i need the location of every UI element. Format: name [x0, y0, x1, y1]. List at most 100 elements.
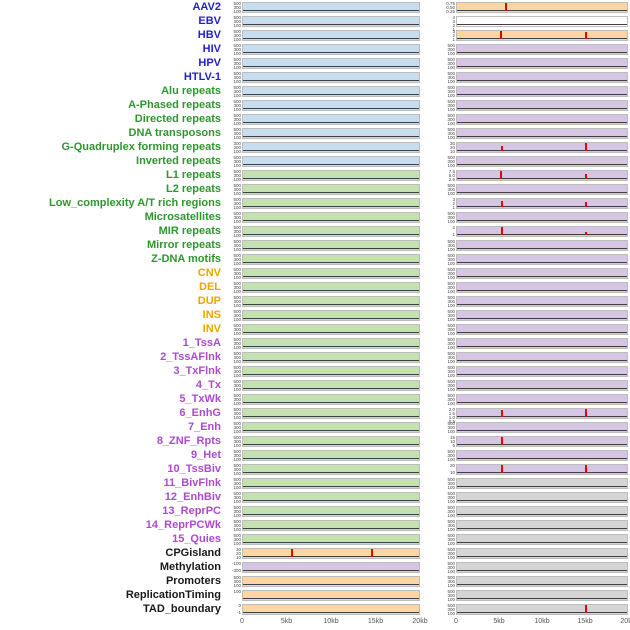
y-tick-label: 100: [233, 442, 241, 448]
column-gap: [420, 238, 440, 252]
feature-row-7-enh: 7_Enh 500 300 100 500 300 100: [0, 420, 630, 434]
left-panel-group: 500 300 100: [226, 448, 420, 462]
row-label-l1-repeats: L1 repeats: [165, 169, 221, 181]
signal-spike: [584, 142, 587, 151]
right-panel-group: 500 300 100: [440, 392, 628, 406]
column-gap: [420, 476, 440, 490]
x-tick-label: 20kb: [412, 618, 428, 625]
y-tick-label: 5: [452, 442, 455, 448]
y-tick-label: 500: [233, 56, 241, 62]
signal-spike: [584, 408, 587, 417]
column-gap: [420, 42, 440, 56]
feature-row-aav2: AAV2 500 300 100 0.75 0.50 0.25: [0, 0, 630, 14]
right-panel-group: 500 300 100: [440, 70, 628, 84]
left-y-axis-ticks: 500 300 100: [226, 420, 242, 434]
x-tick-label: 0: [240, 618, 244, 625]
right-track-panel-replicationtiming: [456, 589, 628, 601]
left-panel-group: 500 300 100: [226, 168, 420, 182]
left-track-panel-dna-transposons: [242, 127, 420, 139]
y-tick-label: 300: [447, 284, 455, 290]
left-panel-group: 500 300 100: [226, 462, 420, 476]
y-tick-label: 300: [447, 158, 455, 164]
column-gap: [420, 546, 440, 560]
y-tick-label: -300: [231, 567, 241, 573]
left-y-axis-ticks: 500 300 100: [226, 183, 242, 196]
y-tick-label: 100: [447, 568, 455, 574]
left-panel-group: 500 300 100: [226, 70, 420, 84]
column-gap: [420, 84, 440, 98]
left-panel-group: 500 300 100: [226, 420, 420, 434]
y-tick-label: 300: [447, 326, 455, 332]
y-tick-label: 300: [233, 480, 241, 486]
y-tick-label: 300: [233, 46, 241, 52]
row-label-mirror-repeats: Mirror repeats: [147, 239, 221, 251]
right-track-panel-12-enhbiv: [456, 491, 628, 503]
y-tick-label: 500: [233, 420, 241, 426]
right-panel-group: 500 300 100: [440, 84, 628, 98]
right-y-axis-ticks: 500 300 100: [440, 603, 456, 616]
left-panel-group: 500 300 100: [226, 378, 420, 392]
left-track-panel-low-complexity-a-t-rich-regions: [242, 197, 420, 209]
y-tick-label: 500: [447, 322, 455, 328]
feature-row-inverted-repeats: Inverted repeats 500 300 100 500 300 100: [0, 154, 630, 168]
baseline-signal: [243, 65, 419, 67]
y-tick-label: 300: [233, 186, 241, 192]
right-track-panel-10-tssbiv: [456, 463, 628, 475]
right-track-panel-mirror-repeats: [456, 239, 628, 251]
baseline-signal: [243, 205, 419, 207]
left-panel-group: 30 20 10: [226, 546, 420, 560]
x-axis-row: 0 5kb 10kb 15kb 20kb 0 5kb 10kb 15kb 20kb: [0, 616, 630, 630]
y-tick-label: 500: [233, 462, 241, 468]
feature-row-5-txwk: 5_TxWk 500 300 100 500 300 100: [0, 392, 630, 406]
y-tick-label: 300: [447, 354, 455, 360]
left-y-axis-ticks: 500 300 100: [226, 197, 242, 210]
baseline-signal: [243, 107, 419, 109]
y-tick-label: 100: [447, 274, 455, 280]
feature-row-l1-repeats: L1 repeats 500 300 100 7.5 5.0 2.5: [0, 168, 630, 182]
left-panel-group: 500 300 100: [226, 196, 420, 210]
right-panel-group: 500 300 100: [440, 182, 628, 196]
y-tick-label: 300: [233, 578, 241, 584]
y-tick-label: 100: [447, 260, 455, 266]
y-tick-label: 5.0: [448, 172, 455, 178]
left-track-panel-dup: [242, 295, 420, 307]
feature-row-11-bivflnk: 11_BivFlnk 500 300 100 500 300 100: [0, 476, 630, 490]
y-tick-label: 500: [233, 574, 241, 580]
left-y-axis-ticks: 500 300 100: [226, 169, 242, 182]
left-panel-group: 500 300 100: [226, 266, 420, 280]
row-label-low-complexity-a-t-rich-regions: Low_complexity A/T rich regions: [49, 197, 221, 209]
y-tick-label: 100: [447, 302, 455, 308]
left-track-panel-l2-repeats: [242, 183, 420, 195]
row-label-1-tssa: 1_TssA: [182, 337, 221, 349]
y-tick-label: 300: [233, 130, 241, 136]
y-tick-label: 500: [233, 70, 241, 76]
y-tick-label: 300: [233, 284, 241, 290]
left-y-axis-ticks: 500 300 100: [226, 462, 242, 476]
right-y-axis-ticks: 7.5 5.0 2.5: [440, 169, 456, 182]
y-tick-label: 300: [447, 298, 455, 304]
baseline-signal: [457, 289, 627, 291]
y-tick-label: 300: [233, 340, 241, 346]
feature-row-15-quies: 15_Quies 500 300 100 500 300 100: [0, 532, 630, 546]
y-tick-label: 0.5: [448, 418, 455, 424]
y-tick-label: 100: [233, 246, 241, 252]
baseline-signal: [243, 401, 419, 403]
y-tick-label: 300: [447, 368, 455, 374]
right-track-panel-inverted-repeats: [456, 155, 628, 167]
baseline-signal: [243, 345, 419, 347]
left-track-panel-methylation: [242, 561, 420, 573]
y-tick-label: 500: [233, 364, 241, 370]
left-y-axis-ticks: 500 300 100: [226, 519, 242, 532]
baseline-signal: [243, 331, 419, 333]
row-label-g-quadruplex-forming-repeats: G-Quadruplex forming repeats: [61, 141, 221, 153]
right-panel-group: 500 300 100: [440, 336, 628, 350]
signal-spike: [504, 2, 507, 11]
left-y-axis-ticks: 500 300 100: [226, 505, 242, 518]
feature-row-ebv: EBV 500 300 100 4 3 2 1: [0, 14, 630, 31]
signal-spike: [584, 174, 587, 179]
y-tick-label: 100: [233, 330, 241, 336]
y-tick-label: 500: [233, 238, 241, 244]
y-tick-label: 300: [233, 140, 241, 146]
right-y-axis-ticks: 500 300 100: [440, 379, 456, 392]
right-panel-group: 20 10: [440, 462, 628, 476]
